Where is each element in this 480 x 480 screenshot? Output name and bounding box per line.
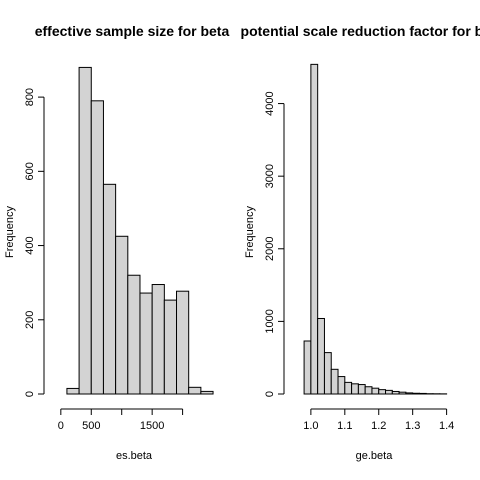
histogram-bar: [311, 64, 318, 394]
chart-title: potential scale reduction factor for bet…: [241, 23, 480, 39]
y-tick-label: 2000: [264, 237, 276, 261]
y-tick-label: 1000: [264, 309, 276, 333]
y-tick-label: 0: [264, 391, 276, 397]
y-tick-label: 3000: [264, 164, 276, 188]
histogram-bars: [304, 64, 447, 394]
y-axis: 0 1000 2000 3000 4000: [264, 91, 284, 397]
histogram-bar: [164, 300, 176, 394]
histogram-bar: [413, 393, 420, 394]
histogram-bar: [67, 388, 79, 394]
histogram-bar: [419, 393, 426, 394]
y-tick-label: 600: [24, 162, 36, 180]
x-axis-label: ge.beta: [356, 450, 394, 462]
histogram-bar: [304, 341, 311, 394]
histogram-bar: [338, 377, 345, 394]
histogram-bar: [331, 369, 338, 394]
histogram-bar: [406, 393, 413, 394]
y-tick-label: 4000: [264, 91, 276, 115]
histogram-bar: [128, 275, 140, 394]
histogram-bar: [152, 285, 164, 394]
histogram-bars: [67, 67, 213, 394]
histogram-bar: [392, 391, 399, 394]
histogram-bar: [365, 387, 372, 394]
chart-title: effective sample size for beta: [35, 23, 230, 39]
x-axis: 0 500 1500: [58, 409, 183, 432]
histogram-bar: [91, 101, 103, 394]
histogram-bar: [399, 392, 406, 394]
histogram-bar: [379, 390, 386, 394]
y-axis-label: Frequency: [4, 206, 16, 258]
y-tick-label: 200: [24, 311, 36, 329]
es-beta-histogram: effective sample size for beta 0 500 1500 …: [4, 23, 229, 462]
histogram-bar: [318, 318, 325, 394]
y-tick-label: 0: [24, 391, 36, 397]
x-tick-label: 1.1: [337, 420, 352, 432]
ge-beta-histogram: potential scale reduction factor for bet…: [241, 23, 480, 462]
y-tick-label: 400: [24, 236, 36, 254]
x-tick-label: 1.4: [439, 420, 454, 432]
histogram-bar: [177, 291, 189, 394]
x-tick-label: 1500: [140, 420, 164, 432]
histogram-bar: [386, 390, 393, 394]
histogram-bar: [189, 387, 201, 394]
x-tick-label: 1.3: [405, 420, 420, 432]
histogram-bar: [358, 385, 365, 394]
x-tick-label: 1.0: [303, 420, 318, 432]
x-tick-label: 500: [82, 420, 100, 432]
histogram-bar: [352, 384, 359, 394]
x-tick-label: 1.2: [371, 420, 386, 432]
histogram-bar: [324, 353, 331, 394]
histogram-bar: [79, 67, 91, 394]
x-axis-label: es.beta: [116, 450, 153, 462]
y-axis: 0 200 400 600 800: [24, 88, 44, 397]
histogram-bar: [201, 391, 213, 394]
histogram-bar: [103, 184, 115, 394]
histogram-bar: [140, 293, 152, 394]
histogram-bar: [345, 382, 352, 394]
histogram-bar: [372, 388, 379, 394]
x-axis: 1.0 1.1 1.2 1.3 1.4: [303, 409, 454, 432]
x-tick-label: 0: [58, 420, 64, 432]
histogram-bar: [116, 236, 128, 394]
y-axis-label: Frequency: [244, 206, 256, 258]
y-tick-label: 800: [24, 88, 36, 106]
